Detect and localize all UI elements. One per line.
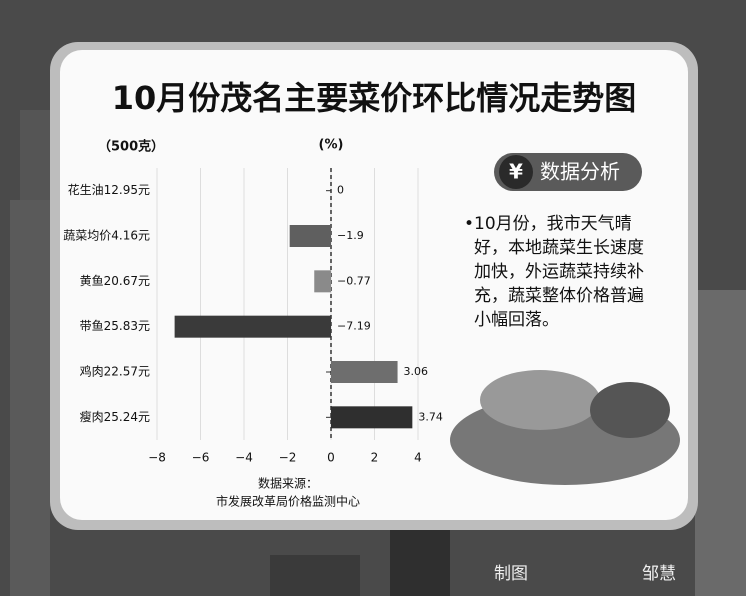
credit-author: 邹慧 — [642, 564, 676, 584]
value-label: −1.9 — [337, 229, 364, 242]
vegetables — [480, 370, 600, 430]
category-axis-label: （500克） — [98, 139, 164, 155]
value-axis-label: (%) — [319, 138, 344, 153]
y-tick-label: 黄鱼20.67元 — [80, 274, 150, 288]
bar — [289, 225, 331, 247]
value-label: 3.74 — [418, 410, 443, 423]
vegetables — [590, 382, 670, 438]
y-tick-label: 花生油12.95元 — [68, 182, 150, 197]
value-label: −0.77 — [337, 274, 371, 287]
badge-icon-bg — [499, 155, 533, 189]
x-tick-label: 0 — [327, 451, 335, 465]
x-tick-label: −4 — [235, 451, 253, 465]
source: 数据来源： — [258, 476, 318, 491]
building — [695, 290, 746, 596]
bar — [331, 361, 398, 383]
value-label: −7.19 — [337, 320, 371, 333]
x-tick-label: 2 — [371, 451, 379, 465]
chart-title: 10月份茂名主要菜价环比情况走势图 — [112, 79, 637, 117]
bar — [331, 406, 413, 429]
x-tick-label: 4 — [414, 451, 422, 465]
x-tick-label: −6 — [192, 451, 210, 465]
value-label: 0 — [337, 184, 344, 197]
building — [20, 110, 50, 200]
y-tick-label: 鸡肉22.57元 — [80, 364, 150, 379]
badge-icon: ¥ — [509, 160, 523, 184]
badge-text: 数据分析 — [540, 160, 620, 184]
y-tick-label: 瘦肉25.24元 — [80, 409, 150, 424]
x-tick-label: −8 — [148, 451, 166, 465]
credit-label: 制图 — [494, 564, 528, 584]
badge — [494, 153, 642, 191]
y-tick-label: 带鱼25.83元 — [80, 319, 150, 333]
analysis-text: 10月份，我市天气晴好，本地蔬菜生长速度加快，外运蔬菜持续补充，蔬菜整体价格普遍… — [464, 212, 654, 332]
y-tick-label: 蔬菜均价4.16元 — [63, 229, 150, 243]
building — [10, 200, 50, 596]
bar — [174, 315, 331, 338]
building — [390, 530, 450, 596]
bar — [314, 270, 331, 293]
x-tick-label: −2 — [279, 451, 297, 465]
value-label: 3.06 — [404, 365, 429, 378]
source: 市发展改革局价格监测中心 — [216, 494, 360, 509]
building — [270, 555, 360, 596]
